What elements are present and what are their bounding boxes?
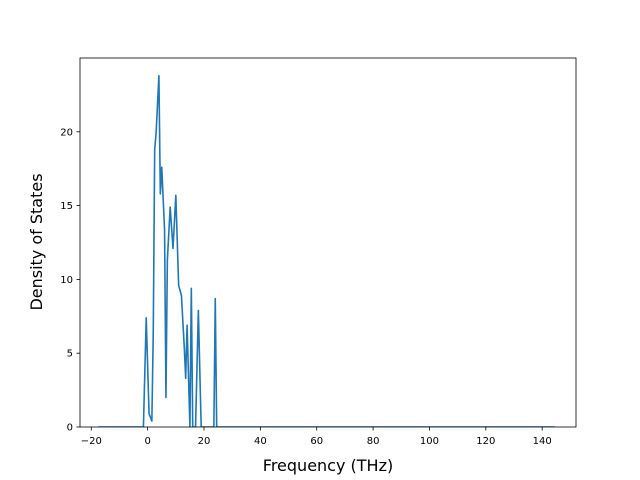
x-tick-label: 80: [367, 436, 380, 447]
y-tick-label: 5: [67, 349, 73, 360]
y-axis-ticks: 0 5 10 15 20: [60, 127, 80, 434]
x-tick-label: 0: [144, 436, 150, 447]
x-tick-label: 40: [254, 436, 267, 447]
y-tick-label: 10: [60, 275, 73, 286]
x-tick-label: 20: [198, 436, 211, 447]
x-tick-label: −20: [81, 436, 102, 447]
y-tick-label: 20: [60, 127, 73, 138]
x-axis-ticks: −20 0 20 40 60 80 100 120 140: [81, 427, 552, 447]
y-tick-label: 15: [60, 201, 73, 212]
x-tick-label: 140: [533, 436, 552, 447]
x-tick-label: 120: [476, 436, 495, 447]
x-tick-label: 100: [420, 436, 439, 447]
x-axis-label: Frequency (THz): [263, 456, 393, 475]
plot-frame: [79, 57, 577, 428]
dos-series-line: [98, 74, 555, 427]
x-tick-label: 60: [310, 436, 323, 447]
y-axis-label: Density of States: [27, 173, 46, 310]
y-tick-label: 0: [67, 423, 73, 434]
